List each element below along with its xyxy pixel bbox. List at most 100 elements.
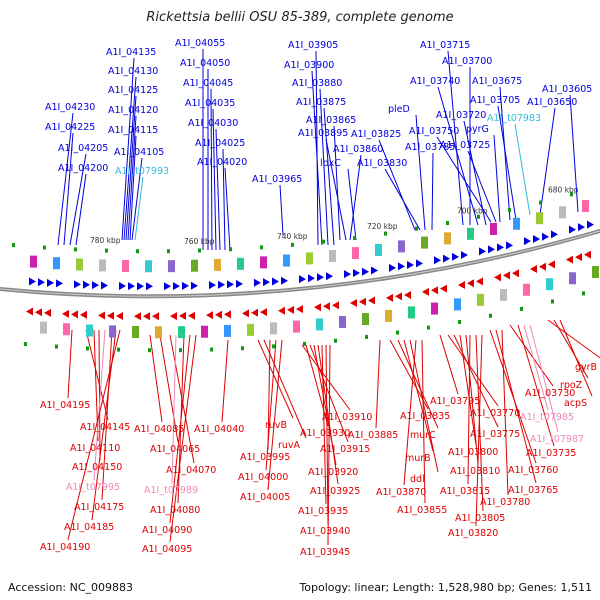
gene-label-a1i-04130[interactable]: A1I_04130 (108, 66, 158, 77)
gene-label-gyrb[interactable]: gyrB (575, 362, 597, 373)
gene-label-ddl[interactable]: ddl (410, 474, 425, 485)
gene-label-a1i-03725[interactable]: A1I_03725 (440, 140, 490, 151)
bottom-gene-labels[interactable]: A1I_04195 A1I_04145 A1I_04110 A1I_04150 A1I_… (40, 362, 597, 558)
gene-label-a1i-03805[interactable]: A1I_03805 (455, 513, 505, 524)
gene-label-a1i-04135[interactable]: A1I_04135 (106, 47, 156, 58)
gene-label-a1i-04065[interactable]: A1I_04065 (150, 444, 200, 455)
gene-label-a1i-04080[interactable]: A1I_04080 (150, 505, 200, 516)
gene-label-a1i-03715[interactable]: A1I_03715 (420, 40, 470, 51)
gene-label-a1i-03785[interactable]: A1I_03785 (405, 142, 455, 153)
gene-label-a1i-t07995[interactable]: A1I_t07995 (66, 482, 120, 493)
gene-label-acps[interactable]: acpS (564, 398, 587, 409)
gene-label-a1i-03740[interactable]: A1I_03740 (410, 76, 460, 87)
gene-label-a1i-03885[interactable]: A1I_03885 (348, 430, 398, 441)
gene-label-a1i-04125[interactable]: A1I_04125 (108, 85, 158, 96)
gene-label-a1i-t07983[interactable]: A1I_t07983 (487, 113, 541, 124)
gene-label-a1i-04025[interactable]: A1I_04025 (195, 138, 245, 149)
gene-label-a1i-04205[interactable]: A1I_04205 (58, 143, 108, 154)
gene-label-a1i-03810[interactable]: A1I_03810 (450, 466, 500, 477)
gene-label-a1i-03830[interactable]: A1I_03830 (357, 158, 407, 169)
gene-label-a1i-04000[interactable]: A1I_04000 (238, 472, 288, 483)
gene-label-a1i-04085[interactable]: A1I_04085 (134, 424, 184, 435)
gene-label-a1i-04020[interactable]: A1I_04020 (197, 157, 247, 168)
gene-label-a1i-04185[interactable]: A1I_04185 (64, 522, 114, 533)
gene-label-a1i-03940[interactable]: A1I_03940 (300, 526, 350, 537)
gene-label-a1i-04095[interactable]: A1I_04095 (142, 544, 192, 555)
gene-label-a1i-03935[interactable]: A1I_03935 (298, 506, 348, 517)
gene-label-a1i-04055[interactable]: A1I_04055 (175, 38, 225, 49)
gene-label-a1i-t07985[interactable]: A1I_t07985 (520, 412, 574, 423)
gene-label-a1i-03800[interactable]: A1I_03800 (448, 447, 498, 458)
gene-label-a1i-04090[interactable]: A1I_04090 (142, 525, 192, 536)
gene-label-a1i-04120[interactable]: A1I_04120 (108, 105, 158, 116)
gene-label-a1i-03815[interactable]: A1I_03815 (440, 486, 490, 497)
gene-label-a1i-03965[interactable]: A1I_03965 (252, 174, 302, 185)
gene-label-a1i-03650[interactable]: A1I_03650 (527, 97, 577, 108)
gene-label-a1i-03795[interactable]: A1I_03795 (430, 396, 480, 407)
gene-label-ruva[interactable]: ruvA (278, 440, 301, 451)
gene-label-ruvb[interactable]: ruvB (265, 420, 287, 431)
gene-label-a1i-03605[interactable]: A1I_03605 (542, 84, 592, 95)
gene-label-a1i-03750[interactable]: A1I_03750 (409, 126, 459, 137)
gene-label-a1i-03735[interactable]: A1I_03735 (526, 448, 576, 459)
gene-label-a1i-03870[interactable]: A1I_03870 (376, 487, 426, 498)
gene-label-a1i-04050[interactable]: A1I_04050 (180, 58, 230, 69)
gene-label-a1i-03820[interactable]: A1I_03820 (448, 528, 498, 539)
gene-label-a1i-t07989[interactable]: A1I_t07989 (144, 485, 198, 496)
gene-label-a1i-03720[interactable]: A1I_03720 (436, 110, 486, 121)
gene-label-a1i-03905[interactable]: A1I_03905 (288, 40, 338, 51)
gene-label-a1i-03880[interactable]: A1I_03880 (292, 78, 342, 89)
gene-label-murb[interactable]: murB (405, 453, 431, 464)
gene-label-murc[interactable]: murC (410, 430, 436, 441)
gene-label-a1i-04195[interactable]: A1I_04195 (40, 400, 90, 411)
gene-label-a1i-03895[interactable]: A1I_03895 (298, 128, 348, 139)
gene-label-a1i-03930[interactable]: A1I_03930 (300, 428, 350, 439)
gene-label-a1i-03865[interactable]: A1I_03865 (306, 115, 356, 126)
gene-label-a1i-04045[interactable]: A1I_04045 (183, 78, 233, 89)
gene-label-a1i-03915[interactable]: A1I_03915 (320, 444, 370, 455)
gene-label-a1i-03825[interactable]: A1I_03825 (351, 129, 401, 140)
gene-label-a1i-03900[interactable]: A1I_03900 (284, 60, 334, 71)
gene-label-a1i-04070[interactable]: A1I_04070 (166, 465, 216, 476)
gene-label-a1i-03920[interactable]: A1I_03920 (308, 467, 358, 478)
gene-label-a1i-04190[interactable]: A1I_04190 (40, 542, 90, 553)
gene-label-rpoz[interactable]: rpoZ (560, 380, 583, 391)
gene-label-a1i-04030[interactable]: A1I_04030 (188, 118, 238, 129)
gene-label-a1i-04175[interactable]: A1I_04175 (74, 502, 124, 513)
gene-label-a1i-04225[interactable]: A1I_04225 (45, 122, 95, 133)
gene-label-a1i-04230[interactable]: A1I_04230 (45, 102, 95, 113)
gene-label-a1i-04115[interactable]: A1I_04115 (108, 125, 158, 136)
gene-label-a1i-03945[interactable]: A1I_03945 (300, 547, 350, 558)
gene-label-a1i-04145[interactable]: A1I_04145 (80, 422, 130, 433)
gene-label-a1i-03855[interactable]: A1I_03855 (397, 505, 447, 516)
gene-label-a1i-03995[interactable]: A1I_03995 (240, 452, 290, 463)
gene-label-a1i-04105[interactable]: A1I_04105 (114, 147, 164, 158)
gene-label-a1i-03760[interactable]: A1I_03760 (508, 465, 558, 476)
gene-label-pled[interactable]: pleD (388, 104, 410, 115)
gene-label-a1i-t07987[interactable]: A1I_t07987 (530, 434, 584, 445)
gene-label-a1i-03770[interactable]: A1I_03770 (470, 408, 520, 419)
gene-label-a1i-04040[interactable]: A1I_04040 (194, 424, 244, 435)
gene-label-a1i-03675[interactable]: A1I_03675 (472, 76, 522, 87)
gene-label-a1i-04200[interactable]: A1I_04200 (58, 163, 108, 174)
gene-label-a1i-03860[interactable]: A1I_03860 (333, 144, 383, 155)
gene-label-a1i-03835[interactable]: A1I_03835 (400, 411, 450, 422)
gene-label-a1i-03705[interactable]: A1I_03705 (470, 95, 520, 106)
gene-label-a1i-03765[interactable]: A1I_03765 (508, 485, 558, 496)
gene-label-a1i-03875[interactable]: A1I_03875 (296, 97, 346, 108)
gene-label-a1i-03775[interactable]: A1I_03775 (470, 429, 520, 440)
gene-label-a1i-04035[interactable]: A1I_04035 (185, 98, 235, 109)
gene-label-a1i-04110[interactable]: A1I_04110 (70, 443, 120, 454)
gene-label-a1i-04150[interactable]: A1I_04150 (72, 462, 122, 473)
gene-label-a1i-03925[interactable]: A1I_03925 (310, 486, 360, 497)
gene-label-a1i-t07993[interactable]: A1I_t07993 (115, 166, 169, 177)
gene-label-a1i-03730[interactable]: A1I_03730 (525, 388, 575, 399)
gene-label-a1i-03700[interactable]: A1I_03700 (442, 56, 492, 67)
gene-label-pyrg[interactable]: pyrG (466, 124, 489, 135)
gene-label-a1i-04005[interactable]: A1I_04005 (240, 492, 290, 503)
gene-label-a1i-03780[interactable]: A1I_03780 (480, 497, 530, 508)
gene-label-a1i-03910[interactable]: A1I_03910 (322, 412, 372, 423)
gene-label-lpxc[interactable]: lpxC (320, 158, 341, 169)
top-gene-labels[interactable]: A1I_04135 A1I_04130 A1I_04125 A1I_04120 A1I_… (45, 38, 592, 185)
